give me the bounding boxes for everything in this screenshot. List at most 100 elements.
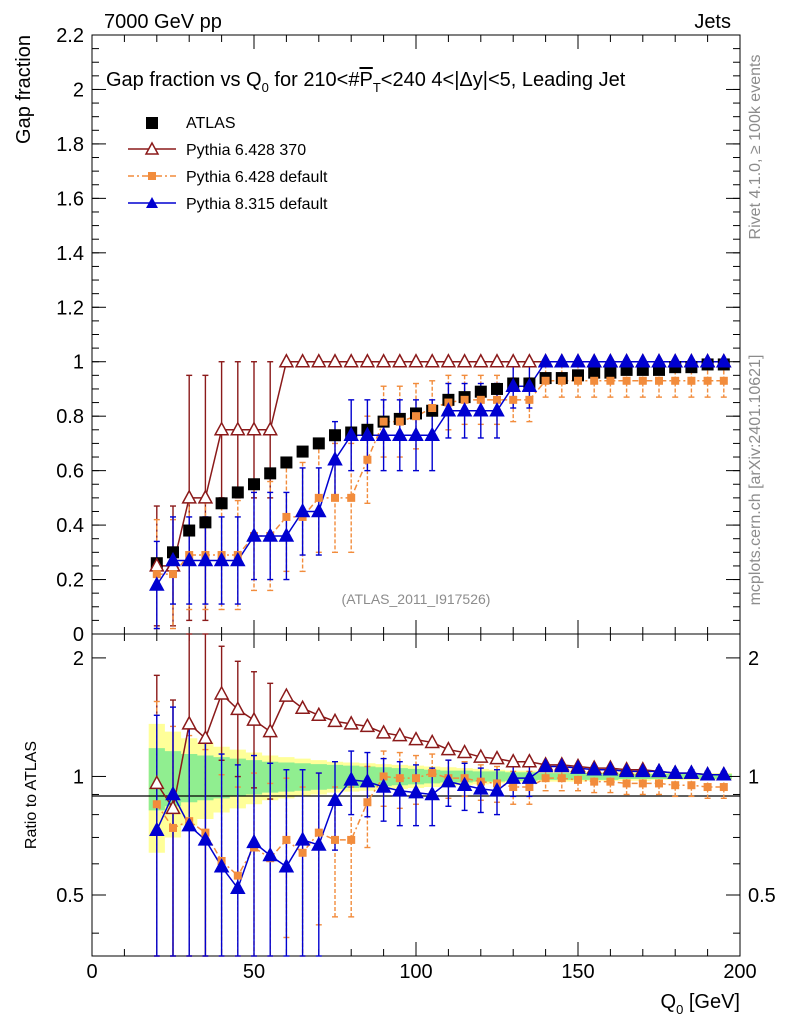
y-tick-label: 2: [73, 79, 84, 101]
ratio-p6-default-point: [314, 828, 323, 837]
p6-370-point: [521, 353, 538, 368]
legend-marker-p6-default: [148, 172, 156, 180]
ratio-p8-default-point: [440, 773, 457, 788]
p6-default-point: [428, 404, 437, 413]
p8-default-point: [635, 353, 651, 368]
atlas-point: [329, 429, 341, 442]
ratio-p6-370-point: [408, 731, 424, 746]
p6-370-point: [359, 353, 376, 368]
ratio-p8-default-point: [424, 785, 440, 801]
p6-default-point: [412, 412, 420, 421]
p8-default-point: [197, 551, 214, 567]
p6-default-point: [347, 493, 356, 502]
ratio-p6-default-point: [638, 779, 647, 788]
ratio-p6-default-point: [363, 798, 372, 807]
atlas-point: [231, 486, 244, 499]
p6-370-point: [181, 489, 197, 504]
ratio-p6-370-point: [311, 706, 327, 722]
p6-default-point: [509, 395, 518, 404]
ratio-p6-370-point: [278, 687, 295, 702]
x-tick-label: 200: [723, 961, 756, 983]
p6-default-point: [525, 395, 534, 404]
ratio-p6-370-point: [375, 724, 392, 739]
ratio-p8-default-point: [699, 766, 716, 781]
ratio-p8-default-point: [213, 858, 230, 873]
p6-370-point: [456, 353, 473, 368]
p6-default-point: [541, 376, 550, 385]
p6-default-point: [590, 376, 599, 385]
ratio-panel: 0.5 0.5 1 1 2 2 0 50 100 150 200 Ratio to ATLAS Q0…: [23, 633, 776, 1017]
ratio-y-tick-label-right: 2: [748, 648, 759, 670]
ratio-p6-default-point: [525, 783, 534, 792]
ratio-p8-default-point: [197, 831, 214, 846]
p6-default-point: [574, 376, 582, 385]
ratio-p8-default-point: [473, 780, 489, 795]
ratio-p8-default-point: [521, 769, 538, 784]
ratio-p8-default-point: [165, 785, 181, 801]
ratio-p6-default-point: [606, 777, 615, 786]
y-tick-label: 0.8: [56, 406, 84, 428]
p6-370-point: [375, 353, 392, 368]
p6-370-point: [262, 421, 278, 436]
p8-default-point: [375, 426, 392, 441]
ratio-p6-default-line: [156, 772, 724, 877]
ratio-p8-default-point: [311, 836, 327, 851]
p6-370-point: [327, 353, 343, 368]
ratio-p6-370-point: [246, 711, 262, 726]
p8-default-point: [473, 402, 489, 417]
p6-370-point: [213, 421, 230, 436]
atlas-point: [312, 437, 325, 450]
p6-default-point: [638, 376, 647, 385]
x-tick-label: 50: [243, 961, 265, 983]
p6-default-point: [687, 376, 696, 385]
p6-370-point: [278, 353, 295, 368]
ratio-p8-default-point: [262, 846, 278, 862]
ratio-p6-370-point: [327, 712, 343, 728]
mcplots-label: mcplots.cern.ch [arXiv:2401.10621]: [747, 355, 764, 606]
p8-default-point: [570, 353, 586, 368]
ratio-y-tick-label: 2: [73, 648, 84, 670]
p8-default-point: [165, 551, 181, 567]
p6-default-point: [314, 493, 323, 502]
p8-default-point: [278, 527, 295, 542]
p8-default-point: [699, 353, 716, 368]
ratio-p8-default-point: [149, 821, 165, 837]
p8-default-point: [489, 402, 505, 417]
legend-label-atlas: ATLAS: [186, 115, 236, 132]
p8-default-point: [505, 377, 521, 392]
ratio-p6-default-point: [347, 835, 356, 844]
ratio-p6-default-point: [379, 772, 388, 781]
ratio-p8-default-point: [505, 769, 521, 784]
ratio-y-tick-label-right: 1: [748, 766, 759, 788]
ratio-p6-370-point: [424, 733, 440, 749]
p8-default-point: [327, 451, 343, 466]
y-tick-label: 1.6: [56, 188, 84, 210]
ratio-p6-370-point: [456, 743, 473, 759]
p8-default-point: [683, 353, 700, 368]
atlas-point: [199, 516, 212, 529]
ratio-p8-default-point: [359, 773, 376, 788]
legend-marker-p8-default: [146, 197, 158, 208]
ratio-p6-default-point: [719, 783, 728, 792]
p6-370-point: [408, 353, 424, 368]
p6-370-point: [311, 353, 327, 368]
atlas-point: [296, 445, 309, 458]
ratio-p8-default-point: [570, 759, 586, 774]
ratio-p6-370-point: [165, 799, 181, 815]
ratio-p6-370-point: [197, 729, 214, 745]
ratio-p8-default-point: [456, 776, 473, 791]
p6-default-point: [169, 570, 177, 579]
ratio-p6-default-point: [233, 871, 242, 880]
p6-default-point: [152, 570, 161, 579]
x-tick-label: 150: [561, 961, 594, 983]
ratio-p8-default-point: [586, 761, 602, 776]
ratio-band-inner: [148, 748, 732, 811]
atlas-point: [491, 382, 503, 395]
lower-ylabel: Ratio to ATLAS: [23, 741, 40, 849]
ratio-p8-default-point: [327, 791, 343, 807]
ratio-p6-default-point: [574, 775, 582, 784]
p6-370-point: [343, 353, 359, 368]
legend-label-p6-default: Pythia 6.428 default: [186, 169, 328, 186]
ratio-y-tick-label-right: 0.5: [748, 885, 776, 907]
